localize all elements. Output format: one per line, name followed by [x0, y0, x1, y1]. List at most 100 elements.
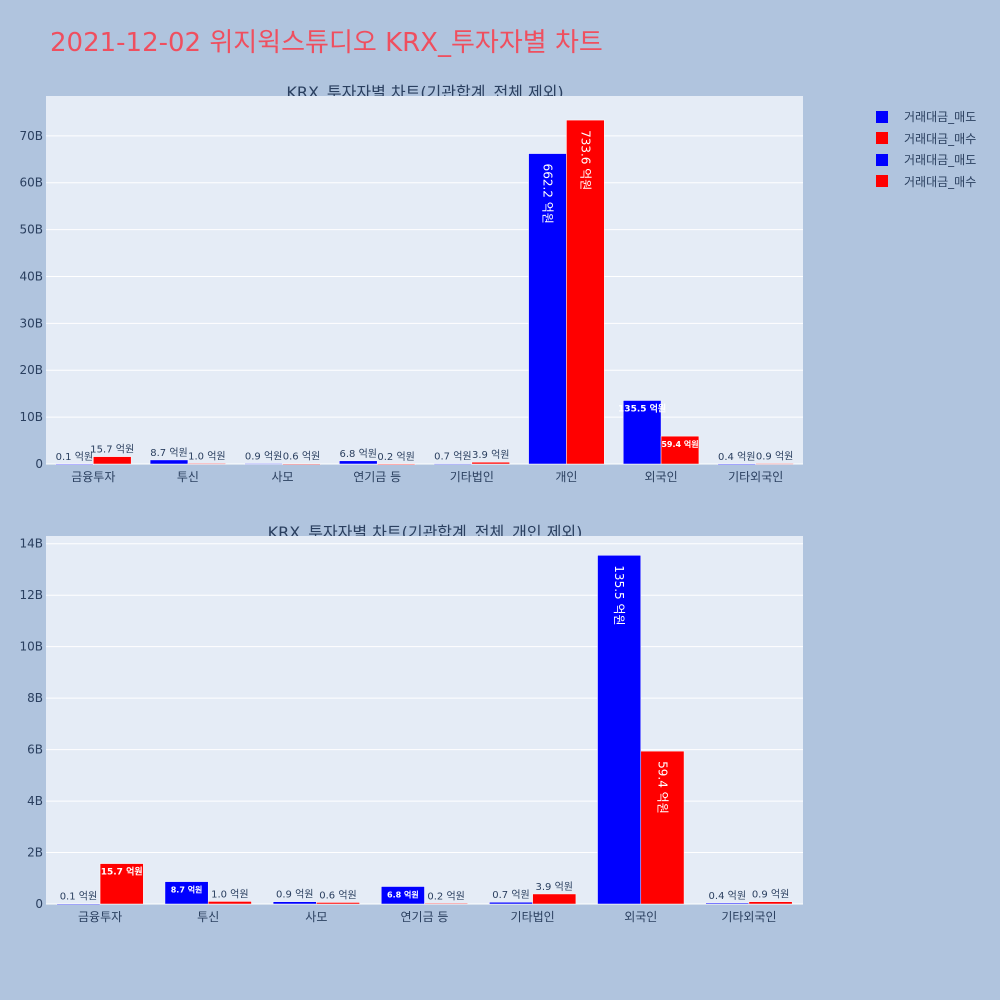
- sell-bar: [489, 901, 533, 905]
- data-label: 733.6 억원: [578, 130, 592, 190]
- sell-bar: [272, 901, 317, 905]
- legend-label: 거래대금_매도: [904, 153, 977, 168]
- legend-label: 거래대금_매도: [904, 110, 977, 125]
- data-label: 0.7 억원: [434, 451, 471, 463]
- y-tick-label: 20B: [19, 363, 43, 377]
- data-label: 0.2 억원: [377, 451, 414, 463]
- y-tick-label: 0: [35, 457, 43, 471]
- plot-area: [46, 96, 803, 464]
- x-tick-label: 개인: [555, 470, 577, 484]
- y-tick-label: 60B: [19, 176, 43, 190]
- y-tick-label: 6B: [27, 743, 43, 757]
- legend-swatch-sell: [876, 110, 888, 123]
- page-title: 2021-12-02 위지윅스튜디오 KRX_투자자별 차트: [50, 28, 603, 58]
- x-tick-label: 연기금 등: [353, 470, 401, 484]
- data-label: 1.0 억원: [211, 888, 248, 900]
- data-label: 3.9 억원: [472, 449, 509, 461]
- legend-item[interactable]: 거래대금_매도: [876, 106, 976, 128]
- data-label: 0.4 억원: [718, 451, 755, 463]
- y-tick-label: 10B: [19, 640, 43, 654]
- y-tick-label: 10B: [19, 410, 43, 424]
- sell-bar: [433, 463, 473, 465]
- y-tick-label: 12B: [19, 588, 43, 602]
- x-tick-label: 기타외국인: [728, 470, 783, 484]
- x-tick-label: 사모: [305, 910, 327, 924]
- y-tick-label: 0: [35, 897, 43, 911]
- data-label: 0.9 억원: [752, 889, 789, 901]
- data-label: 662.2 억원: [541, 164, 555, 224]
- data-label: 0.9 억원: [756, 451, 793, 463]
- y-tick-label: 70B: [19, 129, 43, 143]
- sell-bar: [55, 463, 94, 466]
- buy-bar: [748, 901, 793, 905]
- buy-bar: [424, 903, 469, 905]
- y-tick-label: 8B: [27, 691, 43, 705]
- sell-bar: [56, 903, 101, 905]
- data-label: 0.1 억원: [60, 891, 97, 903]
- buy-bar: [640, 750, 685, 905]
- data-label: 6.8 억원: [387, 890, 419, 900]
- legend-label: 거래대금_매수: [904, 131, 977, 146]
- buy-bar: [187, 463, 227, 465]
- data-label: 15.7 억원: [90, 444, 134, 456]
- data-label: 135.5 억원: [618, 402, 666, 414]
- x-tick-label: 외국인: [624, 910, 657, 924]
- y-tick-label: 14B: [19, 537, 43, 551]
- x-tick-label: 투신: [177, 470, 199, 484]
- y-tick-label: 40B: [19, 269, 43, 283]
- data-label: 0.6 억원: [283, 451, 320, 463]
- x-tick-label: 금융투자: [71, 470, 115, 484]
- data-label: 0.6 억원: [319, 889, 356, 901]
- sell-bar: [705, 902, 750, 905]
- x-tick-label: 투신: [197, 910, 219, 924]
- sell-bar: [339, 460, 378, 465]
- data-label: 0.9 억원: [276, 889, 313, 901]
- buy-bar: [376, 463, 416, 465]
- data-label: 3.9 억원: [536, 881, 573, 893]
- sell-bar: [528, 153, 567, 465]
- x-tick-label: 사모: [272, 470, 294, 484]
- x-tick-label: 기타법인: [450, 470, 494, 484]
- sell-bar: [149, 459, 189, 465]
- legend-swatch-buy: [876, 132, 888, 145]
- x-tick-label: 금융투자: [78, 910, 122, 924]
- data-label: 135.5 억원: [612, 565, 626, 625]
- data-label: 0.4 억원: [709, 890, 746, 902]
- legend-item[interactable]: 거래대금_매수: [876, 128, 976, 150]
- buy-bar: [660, 435, 700, 465]
- buy-bar: [99, 863, 144, 905]
- buy-bar: [532, 893, 577, 905]
- buy-bar: [566, 119, 605, 465]
- x-tick-label: 연기금 등: [401, 910, 449, 924]
- sell-bar: [717, 463, 756, 465]
- sell-bar: [244, 463, 283, 465]
- buy-bar: [316, 902, 360, 905]
- sell-bar: [164, 881, 209, 905]
- y-tick-label: 50B: [19, 223, 43, 237]
- legend-swatch-sell: [876, 153, 888, 166]
- legend-label: 거래대금_매수: [904, 174, 977, 189]
- data-label: 0.7 억원: [492, 889, 529, 901]
- data-label: 6.8 억원: [340, 448, 377, 460]
- legend-item[interactable]: 거래대금_매도: [876, 149, 976, 171]
- buy-bar: [755, 463, 794, 465]
- data-label: 8.7 억원: [150, 447, 187, 459]
- buy-bar: [93, 456, 132, 465]
- legend-item[interactable]: 거래대금_매수: [876, 171, 976, 193]
- y-tick-label: 4B: [27, 794, 43, 808]
- legend: 거래대금_매도 거래대금_매수 거래대금_매도 거래대금_매수: [876, 106, 976, 192]
- sell-bar: [380, 886, 425, 905]
- x-tick-label: 외국인: [645, 470, 678, 484]
- buy-bar: [207, 901, 252, 905]
- data-label: 8.7 억원: [171, 885, 203, 895]
- buy-bar: [282, 463, 321, 465]
- plot-area: [46, 536, 803, 904]
- data-label: 0.9 억원: [245, 451, 282, 463]
- sell-bar: [622, 400, 662, 465]
- sell-bar: [597, 555, 642, 905]
- x-tick-label: 기타법인: [511, 910, 555, 924]
- legend-swatch-buy: [876, 175, 888, 188]
